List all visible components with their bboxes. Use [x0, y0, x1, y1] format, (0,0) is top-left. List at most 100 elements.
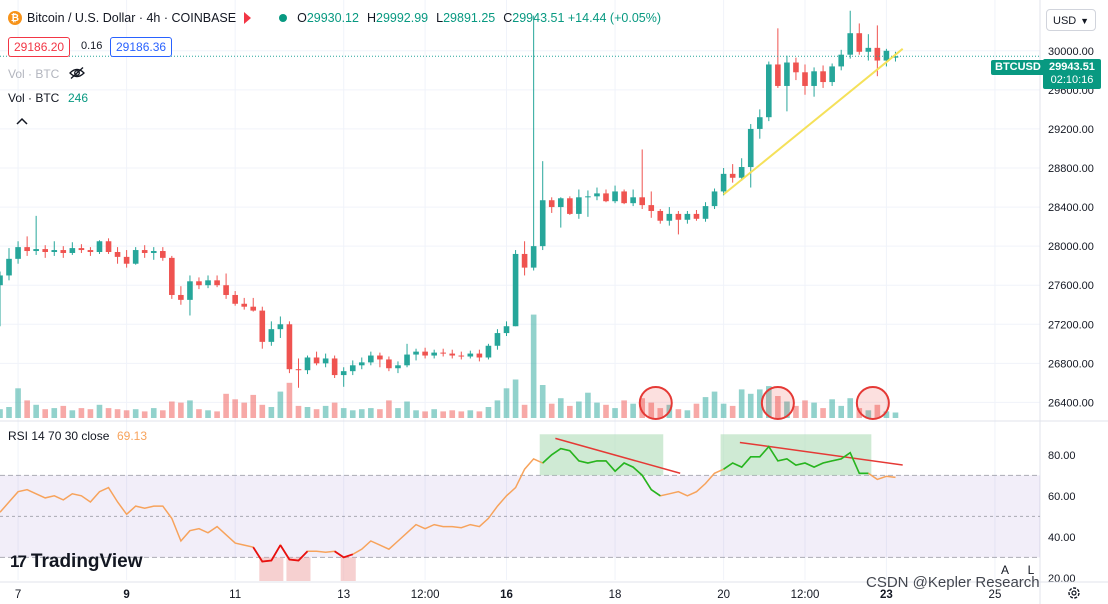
volume-bar	[585, 392, 591, 418]
candle-body	[340, 371, 347, 376]
volume-bar	[657, 408, 664, 418]
currency-select[interactable]: USD ▼	[1046, 9, 1096, 31]
volume-bar	[594, 402, 600, 418]
candle-body	[96, 241, 103, 252]
candle-body	[178, 294, 184, 300]
rsi-indicator-label[interactable]: RSI 14 70 30 close	[8, 429, 110, 443]
candle-body	[793, 62, 799, 73]
spread-value: 0.16	[81, 40, 103, 52]
candle-body	[368, 355, 374, 363]
volume-bar	[358, 409, 365, 418]
volume-bar	[485, 407, 492, 418]
ohlc-low: 29891.25	[443, 11, 496, 25]
candle-body	[639, 197, 645, 206]
volume-bar	[150, 408, 157, 418]
candle-body	[892, 56, 899, 58]
volume-bar	[675, 409, 682, 418]
candle-body	[331, 358, 338, 376]
volume-bar	[105, 408, 112, 418]
candle-body	[69, 248, 76, 253]
volume-indicator-value: 246	[68, 91, 89, 105]
tradingview-logo[interactable]: 17 TradingView	[10, 551, 143, 573]
candle-body	[820, 71, 826, 83]
candle-body	[738, 167, 745, 178]
price-tick-label: 27200.00	[1048, 319, 1094, 331]
candle-body	[33, 249, 39, 252]
axes: 26400.00 26800.00 27200.00 27600.00 28000.00…	[0, 46, 1108, 601]
hidden-volume-label[interactable]: Vol · BTC	[8, 67, 60, 81]
auto-scale-button[interactable]: A	[1000, 563, 1009, 577]
volume-bar	[196, 409, 202, 418]
volume-bar	[123, 410, 130, 418]
candle-body	[648, 205, 655, 211]
volume-bar	[232, 399, 238, 418]
volume-bar	[775, 396, 781, 418]
volume-bar	[259, 404, 266, 418]
candle-body	[413, 351, 419, 355]
last-price: 29943.51	[1049, 61, 1095, 73]
volume-bar	[440, 411, 446, 418]
candle-body	[187, 281, 193, 300]
candle-body	[684, 213, 691, 220]
ohlc-close: 29943.51 +14.44 (+0.05%)	[512, 11, 661, 25]
buy-button[interactable]: 29186.36	[110, 37, 173, 57]
chevron-up-icon[interactable]	[15, 115, 29, 127]
candle-body	[467, 353, 474, 357]
candle-body	[205, 280, 211, 286]
volume-bar	[829, 399, 835, 418]
candle-body	[666, 213, 673, 221]
volume-bar	[756, 389, 763, 418]
candle-body	[114, 252, 121, 257]
volume-bar	[160, 410, 166, 418]
sell-button[interactable]: 29186.20	[8, 37, 71, 57]
candle-body	[349, 365, 356, 372]
candle-body	[150, 251, 157, 253]
rsi-tick-label: 40.00	[1048, 532, 1076, 544]
candle-body	[675, 213, 682, 220]
candle-body	[603, 193, 609, 202]
candle-body	[431, 352, 437, 356]
candle-body	[395, 365, 401, 369]
divergence-box	[720, 434, 872, 476]
candle-body	[539, 200, 546, 247]
volume-bar	[431, 409, 437, 418]
volume-indicator-label[interactable]: Vol · BTC	[8, 91, 60, 105]
volume-bar	[449, 410, 456, 418]
volume-bar	[766, 386, 772, 418]
volume-bar	[241, 402, 248, 418]
rsi-indicator-value: 69.13	[117, 429, 148, 443]
candle-body	[567, 198, 573, 214]
volume-bar	[51, 408, 58, 418]
volume-bar	[711, 391, 718, 418]
symbol-title[interactable]: Bitcoin / U.S. Dollar · 4h · COINBASE	[27, 11, 237, 25]
volume-bar	[404, 401, 410, 418]
gear-icon[interactable]	[1066, 585, 1082, 601]
log-scale-button[interactable]: L	[1027, 563, 1035, 577]
candle-body	[277, 324, 284, 330]
eye-off-icon[interactable]	[68, 66, 86, 80]
rsi-oversold-segment	[334, 550, 354, 559]
volume-bar	[69, 410, 76, 418]
candle-body	[865, 47, 872, 52]
legend-header: ₿ Bitcoin / U.S. Dollar · 4h · COINBASE …	[8, 11, 667, 25]
price-tick-label: 30000.00	[1048, 46, 1094, 58]
candle-body	[449, 353, 456, 356]
volume-bar	[322, 405, 329, 418]
volume-bar	[802, 400, 808, 418]
volume-bar	[784, 401, 790, 418]
ohlc-low-key: L	[436, 11, 444, 25]
candle-body	[42, 249, 49, 252]
candle-body	[0, 275, 3, 286]
candle-body	[6, 258, 12, 276]
flag-icon[interactable]	[244, 12, 252, 24]
volume-bar	[557, 398, 564, 418]
volume-bar	[702, 397, 709, 418]
candle-body	[548, 200, 555, 208]
candle-body	[304, 357, 311, 371]
volume-bar	[639, 398, 645, 418]
volume-bar	[630, 403, 636, 418]
volume-bar	[24, 400, 30, 418]
volume-bar	[413, 410, 419, 418]
volume-bar	[548, 403, 555, 418]
